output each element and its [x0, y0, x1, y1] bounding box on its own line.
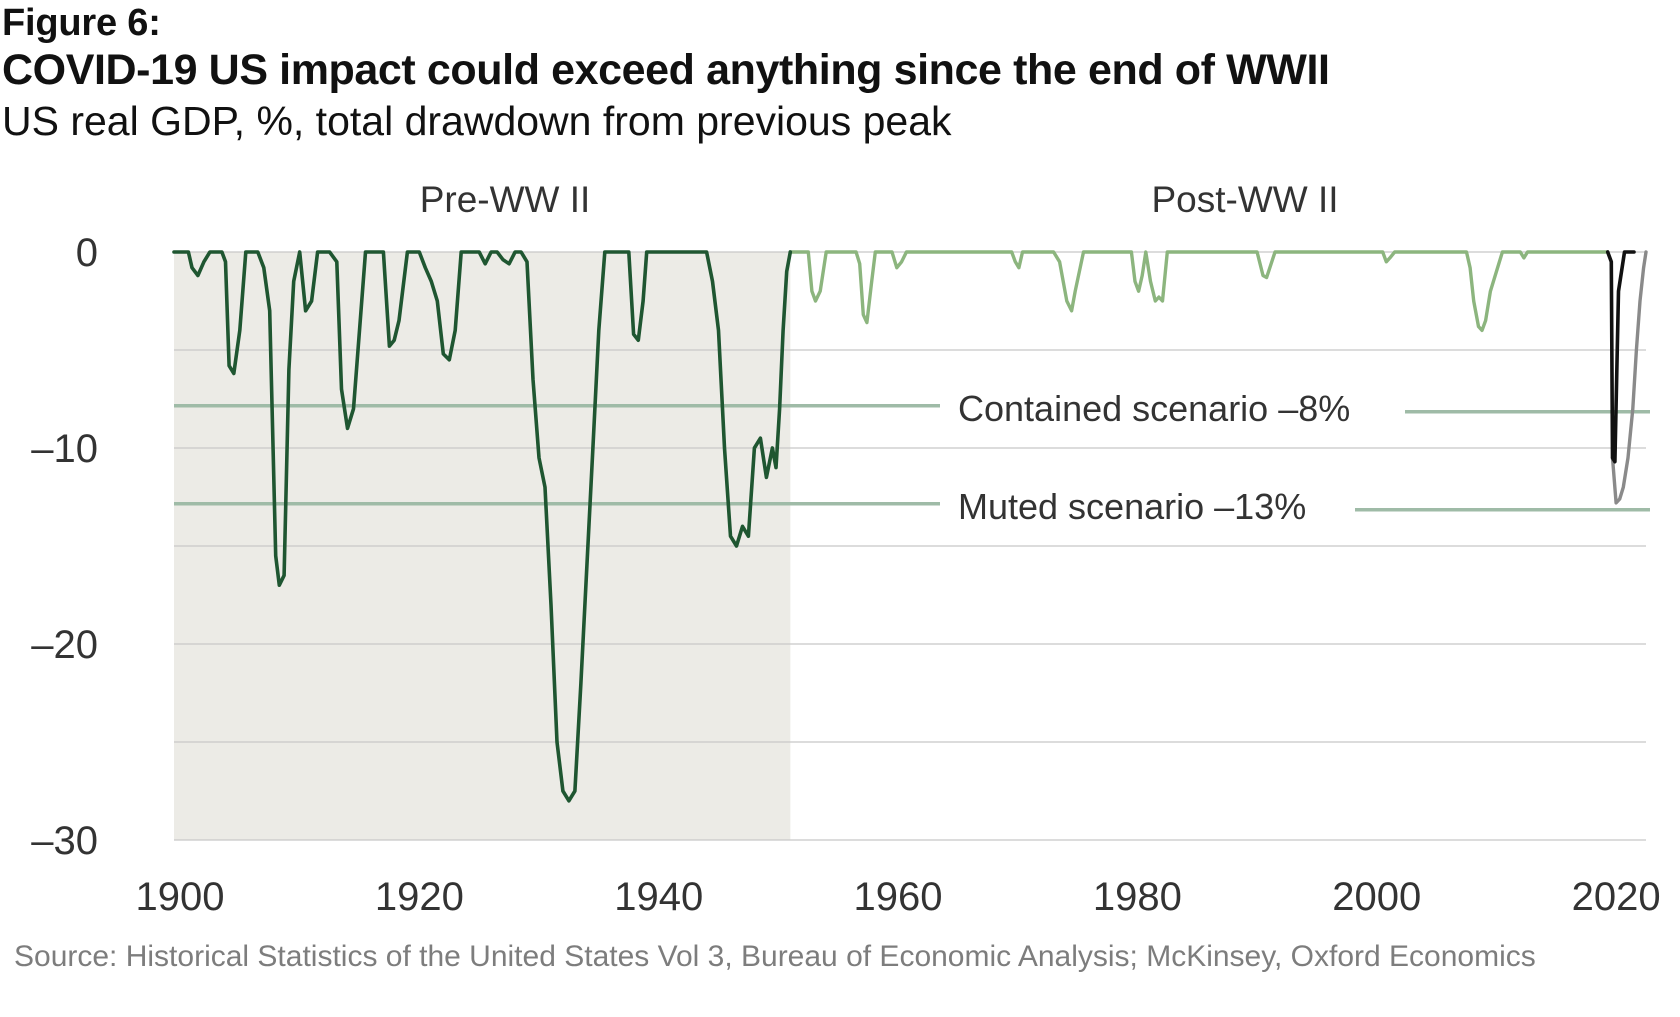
chart-title: COVID-19 US impact could exceed anything…: [2, 46, 1330, 94]
y-axis-ticks: 0 –10 –20 –30: [31, 231, 98, 863]
y-tick-label: –10: [31, 427, 98, 471]
series-lines: [172, 250, 1648, 803]
x-tick-label: 1940: [614, 875, 703, 919]
y-tick-label: 0: [76, 231, 98, 275]
period-labels: Pre-WW II Post-WW II: [420, 179, 1339, 220]
x-tick-label: 2020: [1572, 875, 1661, 919]
scenario-label: Muted scenario –13%: [958, 486, 1306, 527]
source-note: Source: Historical Statistics of the Uni…: [14, 940, 1536, 973]
scenario-lines: Contained scenario –8% Muted scenario –13…: [174, 388, 1650, 527]
series-line-post-ww2: [788, 250, 1610, 333]
y-tick-label: –30: [31, 819, 98, 863]
x-axis-ticks: 1900 1920 1940 1960 1980 2000 2020: [136, 875, 1661, 919]
x-tick-label: 2000: [1332, 875, 1421, 919]
x-tick-label: 1900: [136, 875, 225, 919]
scenario-label: Contained scenario –8%: [958, 388, 1350, 429]
y-tick-label: –20: [31, 623, 98, 667]
x-tick-label: 1920: [375, 875, 464, 919]
figure-label: Figure 6:: [2, 2, 161, 44]
series-line-pre-ww2: [172, 250, 793, 803]
series-line-covid-scenario: [1610, 250, 1648, 505]
period-label: Pre-WW II: [420, 179, 591, 220]
series-line-covid-actual: [1605, 250, 1636, 464]
period-label: Post-WW II: [1151, 179, 1338, 220]
x-tick-label: 1960: [854, 875, 943, 919]
chart-subtitle: US real GDP, %, total drawdown from prev…: [2, 98, 952, 144]
x-tick-label: 1980: [1093, 875, 1182, 919]
